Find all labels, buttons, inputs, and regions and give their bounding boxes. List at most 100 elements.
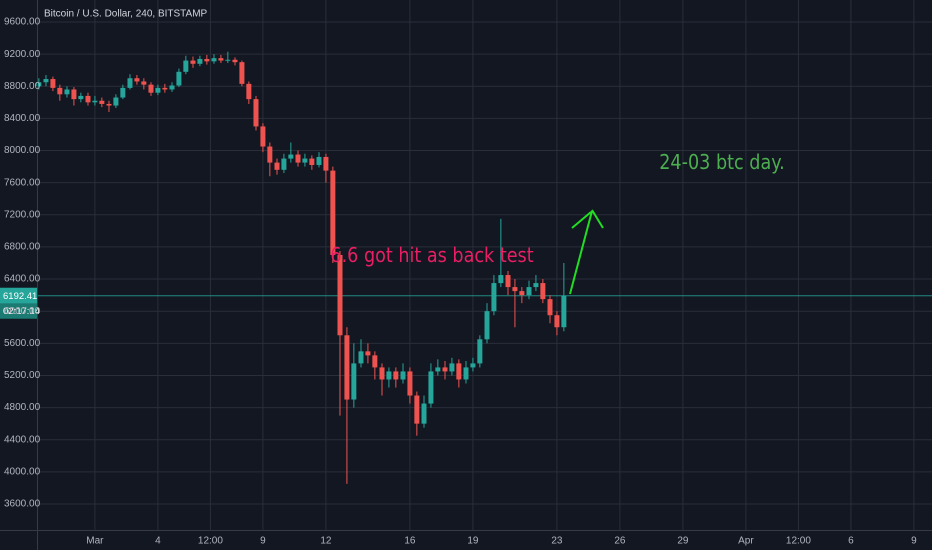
candle-body [330,170,336,255]
candle-body [197,58,203,64]
candle-body [260,126,266,147]
candle-body [64,89,70,95]
candle-body [442,367,448,372]
candle-body [533,283,539,288]
candle-body [71,89,77,100]
candle-body [169,85,175,90]
candle-body [246,83,252,100]
y-tick-label: 9600.00 [4,17,41,28]
x-tick-label: 12:00 [198,536,223,547]
candle-body [414,395,420,424]
arrow [569,209,604,295]
candle-body [295,154,301,163]
y-tick-label: 8000.00 [4,145,41,156]
candle-body [386,371,392,380]
countdown-box [0,303,37,319]
annotation: 24-03 btc day. [659,152,784,174]
candle-body [344,335,350,400]
candle-body [309,158,315,165]
candle-body [484,311,490,340]
candle-body [239,62,245,84]
arrow-shaft [569,210,593,295]
arrow-head-left [571,211,592,229]
x-tick-label: 29 [677,536,689,547]
candle-body [232,59,238,63]
x-tick-label: 9 [260,536,266,547]
y-tick-label: 9200.00 [4,49,41,60]
candle-body [85,95,91,103]
candle-body [498,275,504,284]
y-tick-label: 8400.00 [4,113,41,124]
candle-body [127,78,133,88]
candle-body [491,283,497,312]
x-tick-label: 19 [467,536,479,547]
candle-body [134,78,140,82]
candle-body [372,355,378,368]
x-tick-label: 12:00 [786,536,811,547]
candle-body [337,254,343,336]
candle-body [148,84,154,93]
y-tick-label: 7200.00 [4,209,41,220]
x-tick-label: 23 [551,536,563,547]
y-tick-label: 4000.00 [4,466,41,477]
grid-layer [38,0,932,530]
candle-body [526,287,532,296]
y-tick-label: 6400.00 [4,274,41,285]
x-tick-label: 6 [848,536,854,547]
y-tick-label: 3600.00 [4,499,41,510]
candle-body [253,99,259,127]
x-tick-label: 26 [614,536,626,547]
candle-body [162,87,168,90]
candle-body [267,146,273,163]
x-tick-label: 9 [911,536,917,547]
candle-body [428,371,434,404]
candle-body [36,82,42,87]
candle-body [190,60,196,64]
candle-body [393,371,399,380]
candle-body [379,367,385,380]
candle-body [218,58,224,61]
price-label-box [0,287,37,304]
candle-body [316,156,322,165]
price-label: 6192.41 [3,291,37,302]
candle-body [204,58,210,62]
candle-body [288,154,294,159]
candle-body [435,367,441,372]
chart-title: Bitcoin / U.S. Dollar, 240, BITSTAMP [44,9,208,20]
candle-body [141,81,147,85]
candles [36,51,567,484]
x-tick-label: 16 [404,536,416,547]
candle-body [323,156,329,171]
candle-body [547,299,553,316]
y-tick-label: 4400.00 [4,434,41,445]
countdown-label: 02:17:14 [3,306,40,317]
candle-body [477,339,483,364]
candle-body [274,162,280,170]
candle-body [463,367,469,380]
y-tick-label: 7600.00 [4,177,41,188]
candle-body [281,158,287,170]
candle-body [519,291,525,296]
arrow-head-right [591,209,604,229]
y-tick-label: 5200.00 [4,370,41,381]
candle-body [92,100,98,103]
candle-body [449,363,455,372]
candle-body [407,371,413,396]
candle-body [78,95,84,100]
candle-body [302,158,308,163]
candle-body [57,87,63,95]
candle-body [113,97,119,106]
candle-body [155,87,161,93]
y-tick-label: 4800.00 [4,402,41,413]
candle-body [99,100,105,104]
annotation: 6.6 got hit as back test [330,245,533,267]
y-tick-label: 8800.00 [4,81,41,92]
candle-body [50,79,56,88]
x-tick-label: Mar [86,536,104,547]
candle-body [106,103,112,106]
candle-body [358,351,364,364]
candle-body [365,351,371,356]
